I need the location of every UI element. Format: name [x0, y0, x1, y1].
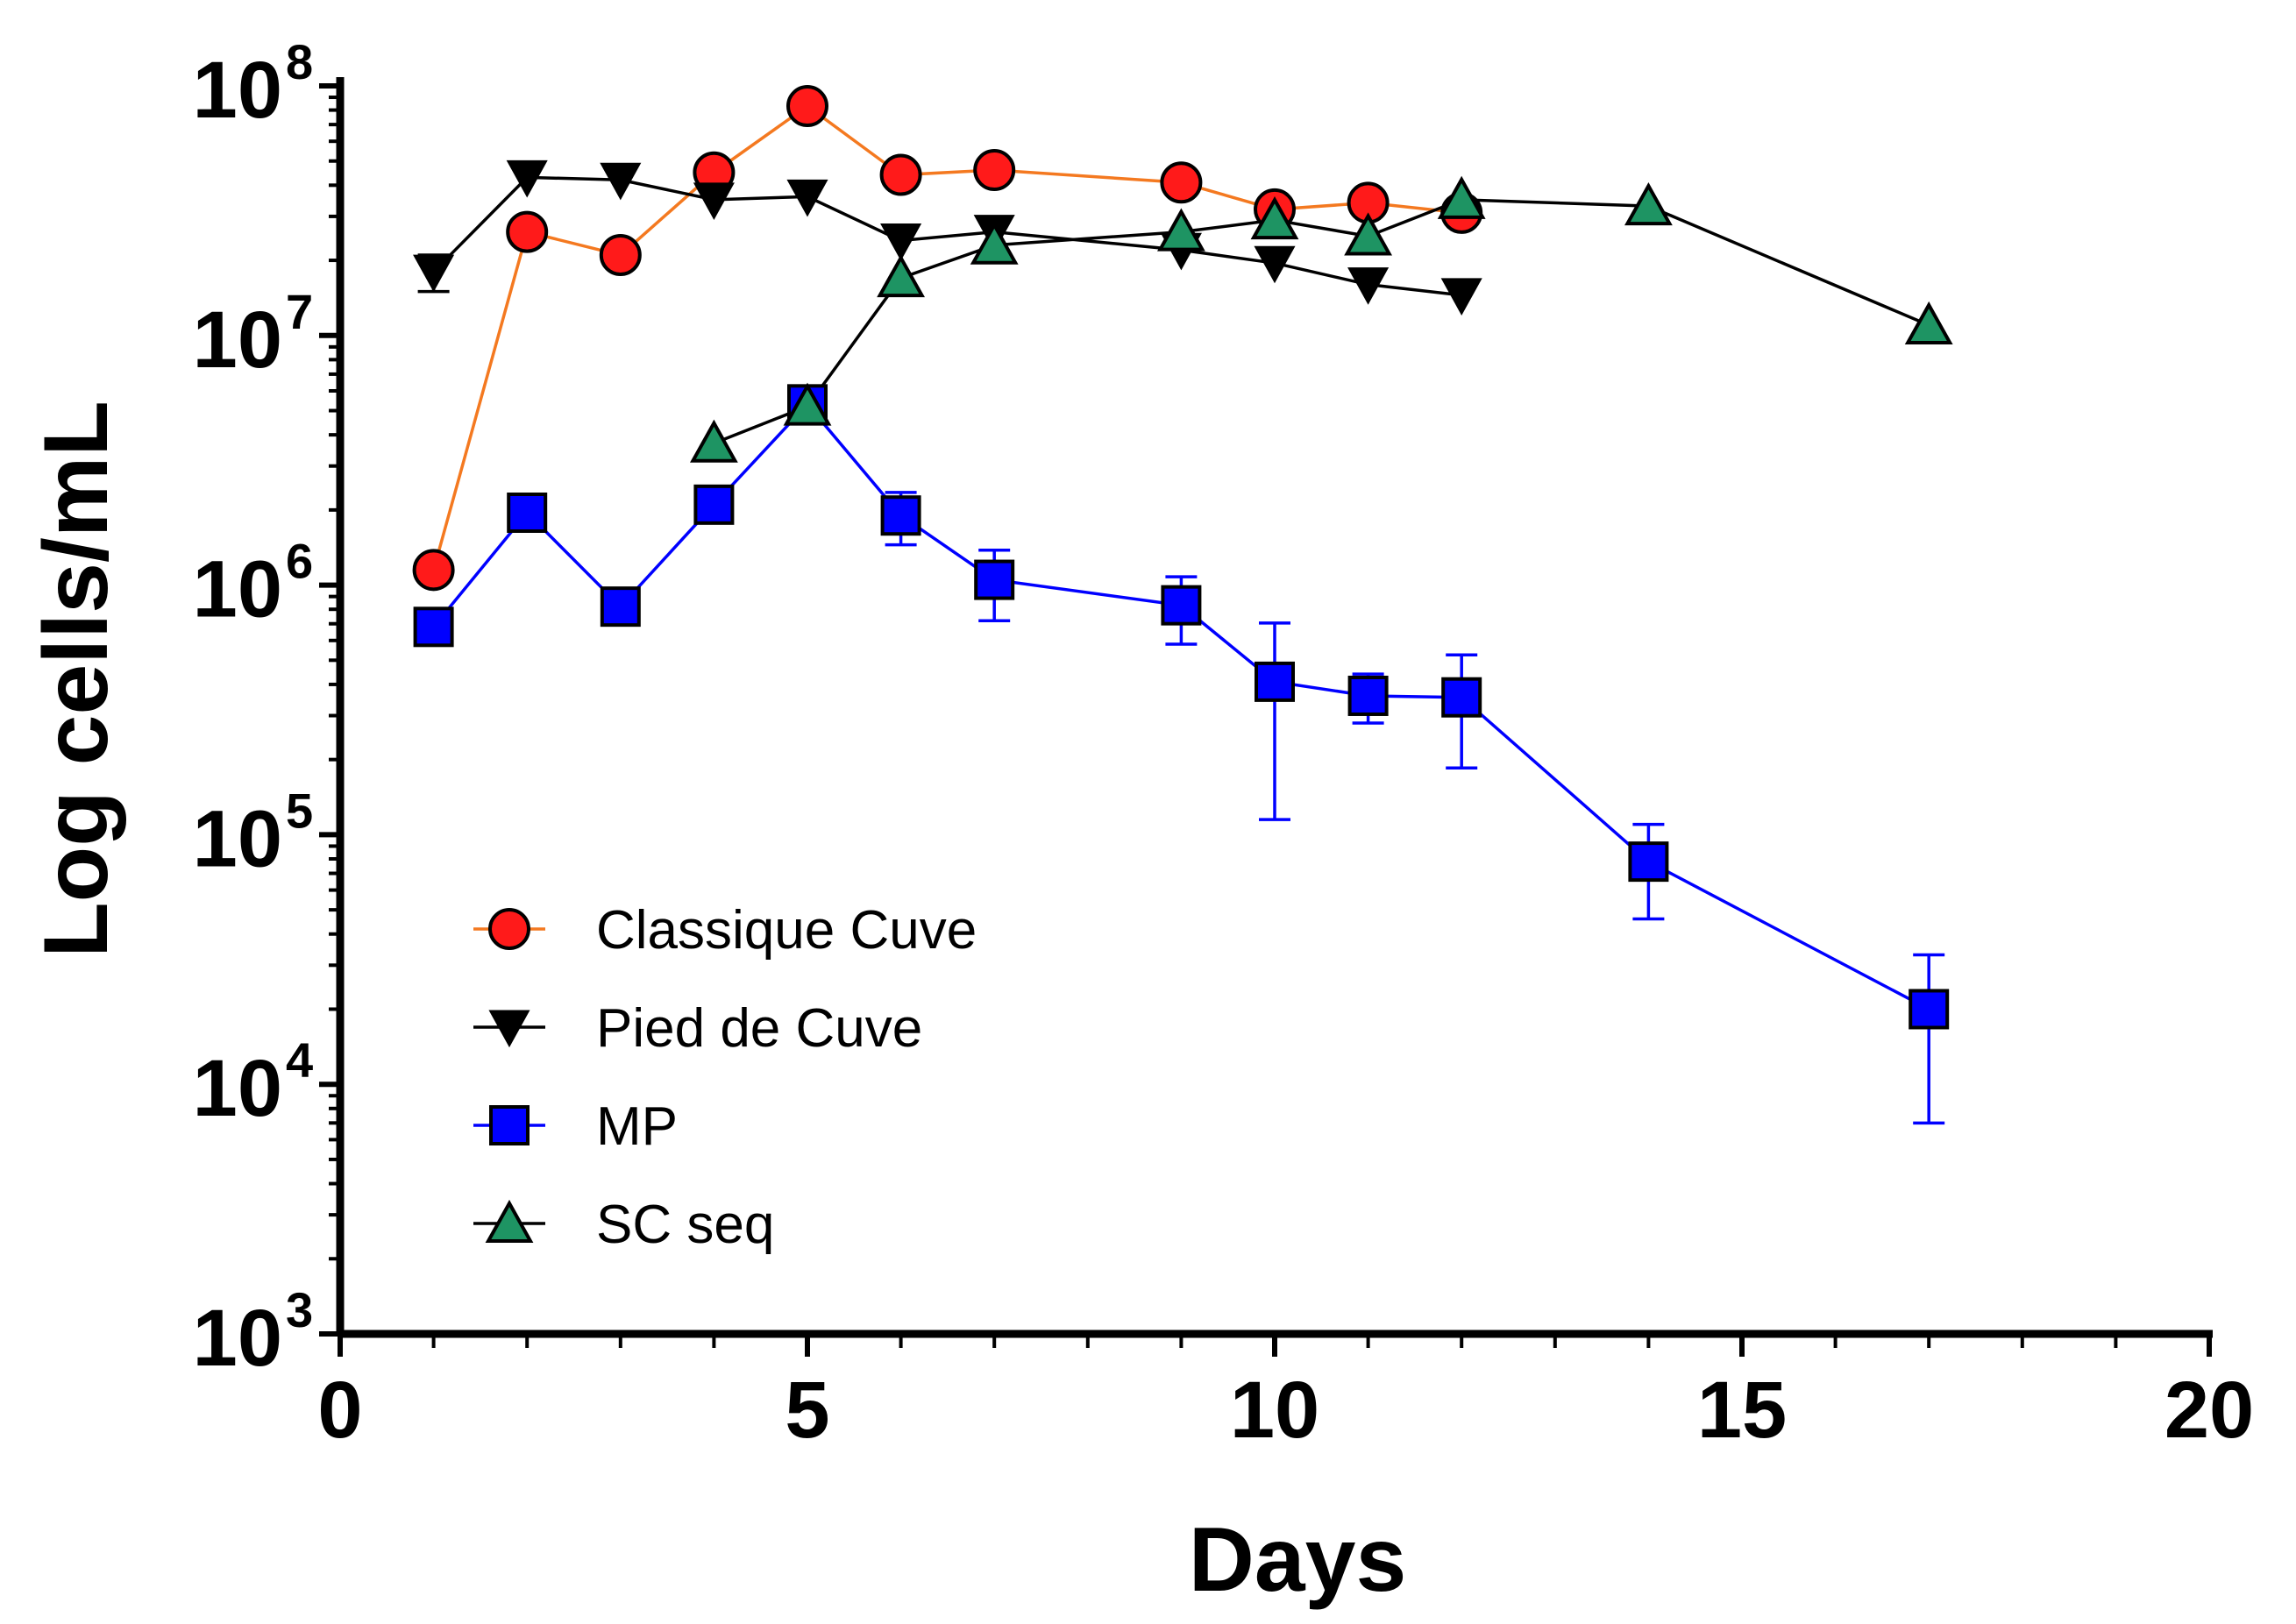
data-point-pied-de-cuve	[1254, 245, 1296, 284]
legend-marker-sc-seq	[485, 1199, 534, 1243]
data-point-mp	[413, 606, 454, 648]
y-tick-label: 10	[193, 1294, 282, 1383]
legend-item-mp: MP	[473, 1096, 678, 1157]
legend: Classique Cuve Pied de Cuve MP SC seq	[473, 900, 977, 1255]
data-point-sc-seq	[877, 254, 926, 298]
legend-item-sc-seq: SC seq	[473, 1195, 774, 1255]
y-tick-exponent: 6	[286, 534, 313, 589]
data-point-sc-seq	[1437, 175, 1486, 219]
data-point-mp	[1347, 675, 1389, 716]
data-point-mp	[974, 559, 1015, 600]
legend-label: MP	[596, 1096, 678, 1157]
error-bars	[417, 253, 1945, 1125]
y-axis-title: Log cells/mL	[25, 401, 127, 958]
data-point-sc-seq	[1624, 182, 1673, 226]
data-point-pied-de-cuve	[413, 254, 455, 293]
y-tick-exponent: 8	[286, 34, 313, 89]
data-point-pied-de-cuve	[693, 182, 735, 220]
data-point-classique-cuve	[1160, 161, 1203, 204]
data-point-pied-de-cuve	[880, 223, 922, 261]
y-tick-exponent: 3	[286, 1282, 313, 1337]
legend-marker-mp	[489, 1105, 530, 1145]
legend-marker-classique-cuve	[488, 908, 530, 950]
x-tick-label: 20	[2164, 1365, 2254, 1455]
x-tick-label: 0	[317, 1365, 362, 1455]
data-point-mp	[880, 495, 921, 536]
data-point-classique-cuve	[786, 85, 828, 128]
legend-item-pied-de-cuve: Pied de Cuve	[473, 998, 922, 1059]
x-tick-label: 5	[785, 1365, 829, 1455]
legend-marker-pied-de-cuve	[488, 1010, 530, 1048]
data-point-pied-de-cuve	[1440, 278, 1482, 316]
series-line-sc-seq	[713, 198, 1930, 445]
data-point-pied-de-cuve	[1347, 267, 1390, 305]
series-line-pied-de-cuve	[432, 175, 1462, 297]
data-point-classique-cuve	[412, 549, 455, 592]
data-point-classique-cuve	[599, 234, 642, 277]
data-point-mp	[1628, 841, 1669, 883]
data-point-classique-cuve	[879, 153, 922, 196]
y-tick-label: 10	[193, 1044, 282, 1133]
data-points	[412, 85, 1953, 1030]
data-point-mp	[507, 492, 548, 533]
data-point-classique-cuve	[973, 149, 1016, 192]
data-point-pied-de-cuve	[506, 160, 548, 198]
legend-label: Pied de Cuve	[596, 998, 922, 1059]
x-axis-title: Days	[1189, 1509, 1407, 1611]
data-point-mp	[1255, 661, 1295, 702]
data-point-mp	[1909, 989, 1950, 1030]
y-tick-label: 10	[193, 46, 282, 135]
x-tick-label: 10	[1230, 1365, 1319, 1455]
data-point-mp	[600, 586, 641, 628]
data-point-mp	[1161, 585, 1202, 626]
legend-item-classique-cuve: Classique Cuve	[473, 900, 977, 961]
x-tick-label: 15	[1697, 1365, 1787, 1455]
data-point-mp	[1441, 677, 1482, 718]
data-point-sc-seq	[1250, 196, 1299, 240]
data-point-sc-seq	[970, 221, 1019, 265]
y-tick-label: 10	[193, 295, 282, 385]
legend-label: SC seq	[596, 1195, 774, 1255]
data-point-sc-seq	[1344, 212, 1393, 256]
y-tick-exponent: 5	[286, 783, 313, 838]
data-point-sc-seq	[783, 382, 832, 426]
series-line-classique-cuve	[431, 103, 1462, 571]
data-point-classique-cuve	[506, 210, 549, 253]
y-tick-label: 10	[193, 545, 282, 635]
data-point-sc-seq	[1904, 301, 1953, 345]
data-point-sc-seq	[689, 419, 738, 463]
y-tick-label: 10	[193, 794, 282, 883]
data-point-mp	[693, 484, 735, 525]
legend-label: Classique Cuve	[596, 900, 977, 961]
data-point-sc-seq	[1156, 208, 1205, 252]
y-tick-exponent: 4	[286, 1032, 313, 1088]
data-point-pied-de-cuve	[786, 179, 828, 217]
data-point-pied-de-cuve	[600, 162, 642, 201]
y-tick-exponent: 7	[286, 284, 313, 339]
